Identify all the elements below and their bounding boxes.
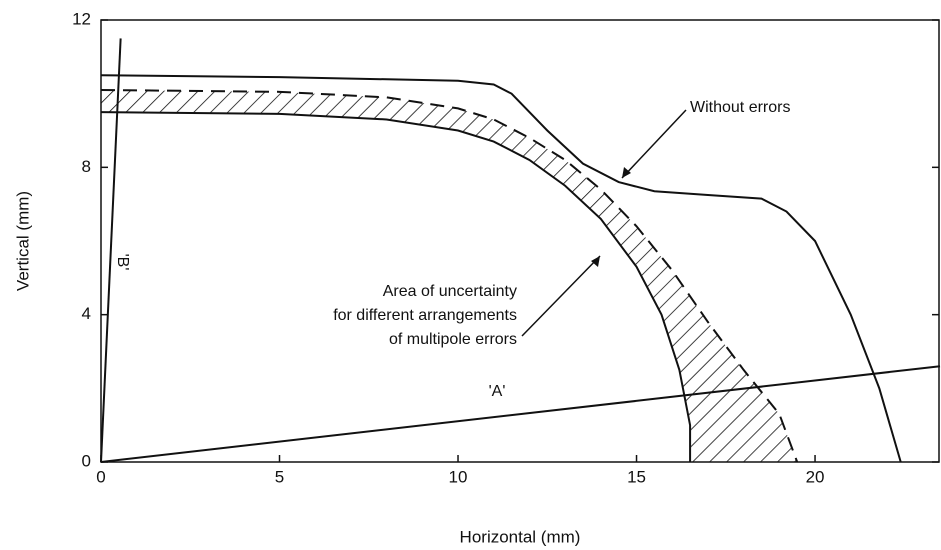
x-tick-label: 20 xyxy=(806,467,825,486)
x-tick-label: 15 xyxy=(627,467,646,486)
curve xyxy=(100,111,692,462)
annotation: of multipole errors xyxy=(389,331,517,348)
annotation: 'A' xyxy=(489,383,506,400)
annotation: 'B' xyxy=(114,254,131,271)
arrow-head xyxy=(622,167,631,178)
y-tick-label: 8 xyxy=(82,157,91,176)
x-axis-label: Horizontal (mm) xyxy=(460,527,581,546)
x-tick-label: 0 xyxy=(96,467,105,486)
y-tick-label: 0 xyxy=(82,451,91,470)
curve xyxy=(100,74,902,463)
x-tick-label: 5 xyxy=(275,467,284,486)
plot-frame xyxy=(100,19,940,463)
annotation: for different arrangements xyxy=(333,307,517,324)
x-tick-label: 10 xyxy=(449,467,468,486)
uncertainty-area xyxy=(101,89,798,462)
arrow xyxy=(621,109,687,179)
curve xyxy=(100,38,122,463)
y-axis-label: Vertical (mm) xyxy=(13,191,32,291)
y-tick-label: 12 xyxy=(72,9,91,28)
arrow xyxy=(521,255,601,337)
curve xyxy=(100,365,941,463)
curve xyxy=(100,88,799,463)
annotation: Without errors xyxy=(690,99,790,116)
y-tick-label: 4 xyxy=(82,304,91,323)
arrow-head xyxy=(591,256,600,267)
annotation: Area of uncertainty xyxy=(383,283,517,300)
